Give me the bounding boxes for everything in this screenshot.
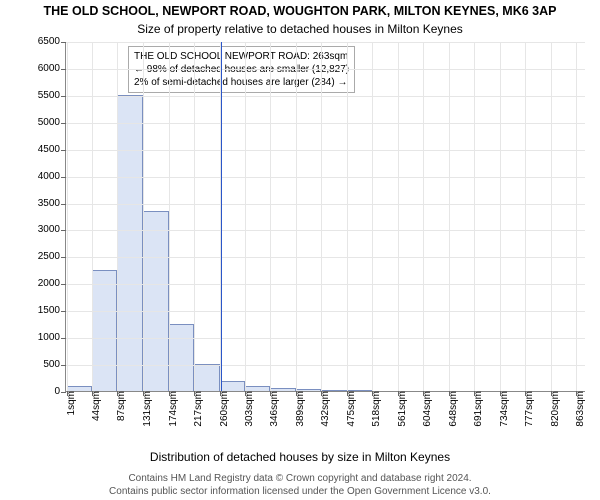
legend-line-3: 2% of semi-detached houses are larger (2… <box>134 76 349 89</box>
x-tick-label: 432sqm <box>321 391 331 427</box>
y-tick-label: 1500 <box>38 306 66 316</box>
gridline-v <box>347 42 348 391</box>
x-tick-label: 734sqm <box>500 391 510 427</box>
histogram-bar <box>92 270 117 391</box>
y-tick-label: 4500 <box>38 145 66 155</box>
gridline-v <box>372 42 373 391</box>
gridline-v <box>92 42 93 391</box>
title-secondary: Size of property relative to detached ho… <box>0 22 600 36</box>
gridline-v <box>525 42 526 391</box>
y-tick-label: 6000 <box>38 64 66 74</box>
gridline-v <box>117 42 118 391</box>
histogram-bar <box>169 324 194 391</box>
y-tick-label: 3000 <box>38 225 66 235</box>
x-tick-label: 691sqm <box>474 391 484 427</box>
x-tick-label: 648sqm <box>449 391 459 427</box>
plot-area: THE OLD SCHOOL NEWPORT ROAD: 263sqm ← 98… <box>65 42 585 392</box>
gridline-v <box>143 42 144 391</box>
title-primary: THE OLD SCHOOL, NEWPORT ROAD, WOUGHTON P… <box>0 4 600 18</box>
y-tick-label: 5500 <box>38 91 66 101</box>
gridline-v <box>474 42 475 391</box>
x-axis-label: Distribution of detached houses by size … <box>0 450 600 464</box>
gridline-v <box>67 42 68 391</box>
histogram-bar <box>220 381 245 391</box>
gridline-v <box>194 42 195 391</box>
y-tick-label: 0 <box>54 387 66 397</box>
footer-line-2: Contains public sector information licen… <box>0 486 600 497</box>
x-tick-label: 1sqm <box>67 391 77 415</box>
marker-line <box>221 42 222 391</box>
x-tick-label: 561sqm <box>398 391 408 427</box>
gridline-v <box>551 42 552 391</box>
x-tick-label: 777sqm <box>525 391 535 427</box>
footer-line-1: Contains HM Land Registry data © Crown c… <box>0 473 600 484</box>
x-tick-label: 260sqm <box>220 391 230 427</box>
x-tick-label: 217sqm <box>194 391 204 427</box>
x-tick-label: 87sqm <box>117 391 127 421</box>
gridline-v <box>500 42 501 391</box>
gridline-v <box>321 42 322 391</box>
y-tick-label: 6500 <box>38 37 66 47</box>
chart-container: THE OLD SCHOOL, NEWPORT ROAD, WOUGHTON P… <box>0 0 600 500</box>
y-tick-label: 1000 <box>38 333 66 343</box>
gridline-v <box>169 42 170 391</box>
x-tick-label: 303sqm <box>245 391 255 427</box>
x-tick-label: 863sqm <box>576 391 586 427</box>
y-tick-label: 500 <box>43 360 66 370</box>
x-tick-label: 346sqm <box>270 391 280 427</box>
x-tick-label: 389sqm <box>296 391 306 427</box>
histogram-bar <box>117 95 142 391</box>
legend-line-1: THE OLD SCHOOL NEWPORT ROAD: 263sqm <box>134 50 349 63</box>
y-tick-label: 5000 <box>38 118 66 128</box>
x-tick-label: 44sqm <box>92 391 102 421</box>
gridline-v <box>245 42 246 391</box>
x-tick-label: 820sqm <box>551 391 561 427</box>
gridline-v <box>423 42 424 391</box>
histogram-bar <box>194 364 219 391</box>
gridline-v <box>270 42 271 391</box>
gridline-v <box>398 42 399 391</box>
x-tick-label: 475sqm <box>347 391 357 427</box>
x-tick-label: 604sqm <box>423 391 433 427</box>
x-tick-label: 174sqm <box>169 391 179 427</box>
gridline-v <box>296 42 297 391</box>
y-tick-label: 3500 <box>38 199 66 209</box>
gridline-v <box>576 42 577 391</box>
y-tick-label: 4000 <box>38 172 66 182</box>
gridline-v <box>449 42 450 391</box>
x-tick-label: 518sqm <box>372 391 382 427</box>
x-tick-label: 131sqm <box>143 391 153 427</box>
histogram-bar <box>143 211 168 391</box>
y-tick-label: 2500 <box>38 252 66 262</box>
y-tick-label: 2000 <box>38 279 66 289</box>
